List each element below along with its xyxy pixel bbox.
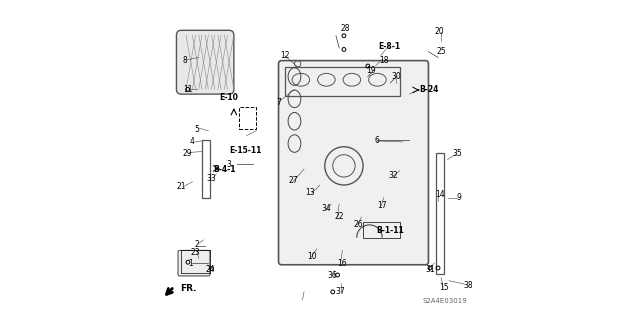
FancyBboxPatch shape <box>178 250 210 276</box>
Text: 7: 7 <box>276 98 281 107</box>
Text: 2: 2 <box>195 240 200 249</box>
FancyBboxPatch shape <box>177 30 234 94</box>
Text: B-1-11: B-1-11 <box>376 226 404 235</box>
Text: 13: 13 <box>306 189 316 197</box>
Text: 30: 30 <box>392 72 401 81</box>
Text: 33: 33 <box>207 174 216 183</box>
Text: 19: 19 <box>366 66 376 75</box>
Text: 18: 18 <box>379 56 388 65</box>
Text: B-4-1: B-4-1 <box>213 165 236 174</box>
Text: 34: 34 <box>321 204 332 213</box>
Text: E-10: E-10 <box>220 93 239 102</box>
Text: 5: 5 <box>195 125 200 134</box>
Text: 36: 36 <box>328 271 338 280</box>
Text: FR.: FR. <box>180 284 196 293</box>
Text: 31: 31 <box>425 265 435 274</box>
Text: 27: 27 <box>288 176 298 185</box>
Text: 8: 8 <box>182 56 187 65</box>
Text: 15: 15 <box>440 283 449 292</box>
Text: B-24: B-24 <box>419 85 438 94</box>
Text: 23: 23 <box>191 248 200 256</box>
Text: 16: 16 <box>337 259 347 268</box>
Text: 9: 9 <box>456 193 461 202</box>
Text: 3: 3 <box>227 160 232 169</box>
Bar <box>436 153 444 274</box>
Bar <box>363 222 400 238</box>
Text: 24: 24 <box>205 265 215 274</box>
Text: E-15-11: E-15-11 <box>229 146 261 155</box>
Text: 17: 17 <box>378 201 387 210</box>
Text: 12: 12 <box>280 51 290 60</box>
Text: 35: 35 <box>452 149 462 158</box>
Text: 14: 14 <box>435 190 444 199</box>
Text: 37: 37 <box>336 287 346 296</box>
Text: 6: 6 <box>375 136 380 145</box>
Text: 22: 22 <box>334 212 344 221</box>
Text: 26: 26 <box>353 220 363 229</box>
Text: 32: 32 <box>388 171 398 180</box>
Text: 10: 10 <box>307 252 317 261</box>
Text: 11: 11 <box>183 85 193 94</box>
Bar <box>239 107 256 129</box>
Text: 29: 29 <box>183 149 193 158</box>
Text: 25: 25 <box>436 47 446 56</box>
Text: 38: 38 <box>463 281 473 290</box>
Text: 20: 20 <box>435 27 444 36</box>
FancyBboxPatch shape <box>278 61 428 265</box>
Text: 4: 4 <box>190 137 195 146</box>
Bar <box>285 67 400 96</box>
Text: 28: 28 <box>340 24 350 33</box>
Text: E-8-1: E-8-1 <box>378 42 401 51</box>
Text: S2A4E03019: S2A4E03019 <box>422 299 467 304</box>
Text: 21: 21 <box>177 182 186 191</box>
Bar <box>202 140 210 198</box>
Text: 1: 1 <box>188 259 193 268</box>
